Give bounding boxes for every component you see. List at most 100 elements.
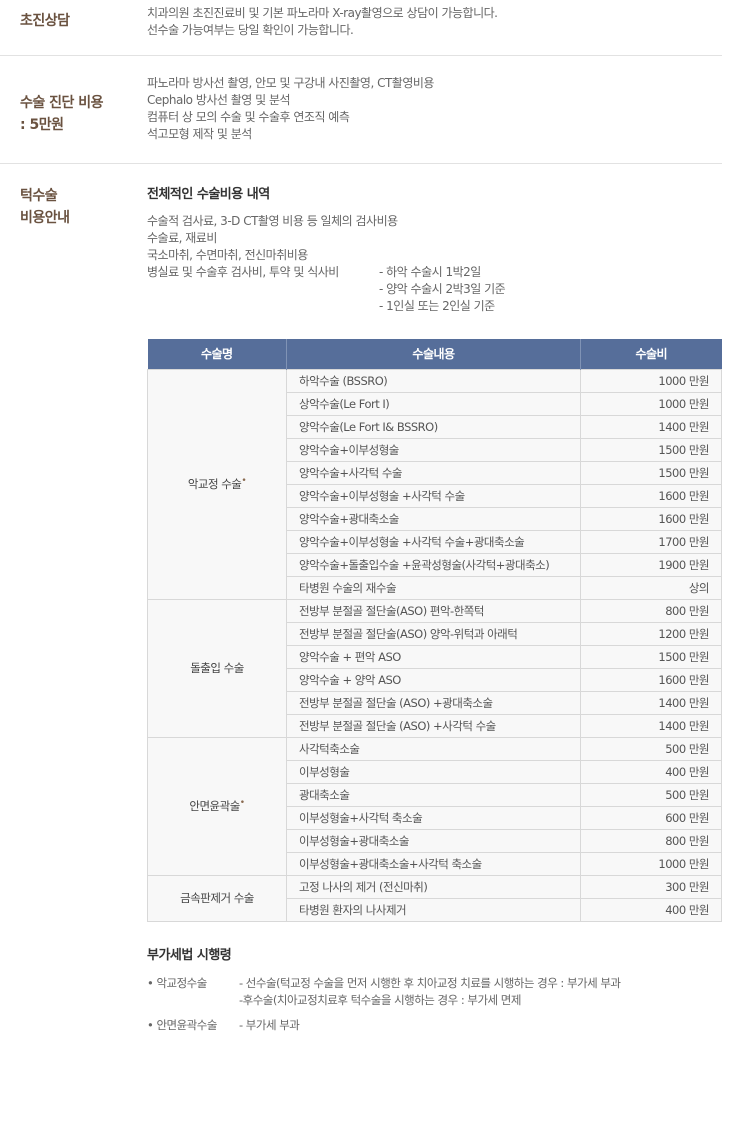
- cost-note: - 양악 수술시 2박3일 기준: [379, 282, 506, 296]
- surgery-price: 500 만원: [580, 736, 722, 761]
- group-name: 안면윤곽술•: [147, 736, 287, 876]
- surgery-detail: 양악수술+이부성형술 +사각턱 수술: [286, 483, 581, 508]
- surgery-price: 1700 만원: [580, 529, 722, 554]
- surgery-detail: 이부성형술+광대축소술: [286, 828, 581, 853]
- table-row: 악교정 수술• 하악수술 (BSSRO) 1000 만원: [147, 368, 722, 600]
- surgery-detail: 양악수술+이부성형술: [286, 437, 581, 462]
- table-row: 타병원 수술의 재수술 상의: [148, 575, 722, 600]
- surgery-price: 1400 만원: [580, 713, 722, 738]
- surgery-detail: 하악수술 (BSSRO): [286, 368, 581, 393]
- group-name: 돌출입 수술: [147, 598, 287, 738]
- surgery-price: 1600 만원: [580, 483, 722, 508]
- table-row: 양악수술+이부성형술 +사각턱 수술+광대축소술 1700 만원: [148, 529, 722, 554]
- table-row: 전방부 분절골 절단술(ASO) 양악-위턱과 아래턱 1200 만원: [148, 621, 722, 646]
- surgery-detail: 타병원 수술의 재수술: [286, 575, 581, 600]
- table-row: 돌출입 수술 전방부 분절골 절단술(ASO) 편악-한쪽턱 800 만원: [147, 598, 722, 738]
- group-name-text: 악교정 수술: [187, 477, 242, 491]
- vat-item-value: - 선수술(턱교정 수술을 먼저 시행한 후 치아교정 치료를 시행하는 경우 …: [239, 976, 621, 990]
- cost-line: 병실료 및 수술후 검사비, 투약 및 식사비: [147, 265, 339, 279]
- surgery-detail: 전방부 분절골 절단술(ASO) 양악-위턱과 아래턱: [286, 621, 581, 646]
- surgery-price: 800 만원: [580, 828, 722, 853]
- group-name-text: 안면윤곽술: [189, 799, 240, 813]
- header-surgery-detail: 수술내용: [286, 339, 581, 369]
- cost-label: 턱수술: [20, 188, 58, 204]
- header-surgery-price: 수술비: [580, 339, 722, 369]
- group-name: 악교정 수술•: [147, 368, 287, 600]
- surgery-price: 1600 만원: [580, 667, 722, 692]
- table-row: 양악수술+광대축소술 1600 만원: [148, 506, 722, 531]
- surgery-price: 1000 만원: [580, 368, 722, 393]
- surgery-detail: 양악수술 + 양악 ASO: [286, 667, 581, 692]
- cost-line: 수술료, 재료비: [147, 231, 217, 245]
- surgery-detail: 전방부 분절골 절단술 (ASO) +광대축소술: [286, 690, 581, 715]
- table-row: 양악수술+사각턱 수술 1500 만원: [148, 460, 722, 485]
- surgery-price: 1900 만원: [580, 552, 722, 577]
- diagnosis-line: 파노라마 방사선 촬영, 안모 및 구강내 사진촬영, CT촬영비용: [147, 76, 434, 90]
- surgery-price: 1500 만원: [580, 644, 722, 669]
- group-name-text: 돌출입 수술: [190, 661, 244, 675]
- surgery-price: 1000 만원: [580, 391, 722, 416]
- cost-subtitle: 전체적인 수술비용 내역: [147, 187, 270, 202]
- table-row: 양악수술+이부성형술 +사각턱 수술 1600 만원: [148, 483, 722, 508]
- consult-line: 선수술 가능여부는 당일 확인이 가능합니다.: [147, 23, 354, 37]
- surgery-price: 400 만원: [580, 897, 722, 922]
- cost-note: - 1인실 또는 2인실 기준: [379, 299, 495, 313]
- consult-line: 치과의원 초진진료비 및 기본 파노라마 X-ray촬영으로 상담이 가능합니다…: [147, 6, 498, 20]
- consult-section: 초진상담 치과의원 초진진료비 및 기본 파노라마 X-ray촬영으로 상담이 …: [0, 0, 722, 56]
- diagnosis-line: Cephalo 방사선 촬영 및 분석: [147, 93, 291, 107]
- table-row: 전방부 분절골 절단술 (ASO) +사각턱 수술 1400 만원: [148, 713, 722, 738]
- vat-item-value: - 부가세 부과: [239, 1018, 300, 1032]
- surgery-price: 600 만원: [580, 805, 722, 830]
- table-row: 양악수술(Le Fort Ⅰ& BSSRO) 1400 만원: [148, 414, 722, 439]
- table-row: 양악수술+돌출입수술 +윤곽성형술(사각턱+광대축소) 1900 만원: [148, 552, 722, 577]
- diagnosis-label: 수술 진단 비용: [20, 95, 104, 111]
- surgery-detail: 고정 나사의 제거 (전신마취): [286, 874, 581, 899]
- surgery-detail: 전방부 분절골 절단술(ASO) 편악-한쪽턱: [286, 598, 581, 623]
- surgery-detail: 양악수술 + 편악 ASO: [286, 644, 581, 669]
- consult-label: 초진상담: [20, 13, 70, 29]
- table-row: 양악수술 + 편악 ASO 1500 만원: [148, 644, 722, 669]
- diagnosis-line: 컴퓨터 상 모의 수술 및 수술후 연조직 예측: [147, 110, 350, 124]
- table-row: 이부성형술 400 만원: [148, 759, 722, 784]
- table-row: 타병원 환자의 나사제거 400 만원: [148, 897, 722, 922]
- surgery-detail: 양악수술(Le Fort Ⅰ& BSSRO): [286, 414, 581, 439]
- surgery-price: 400 만원: [580, 759, 722, 784]
- surgery-price: 상의: [580, 575, 722, 600]
- surgery-price: 500 만원: [580, 782, 722, 807]
- surgery-detail: 양악수술+사각턱 수술: [286, 460, 581, 485]
- group-name: 금속판제거 수술: [147, 874, 287, 922]
- vat-section: 부가세법 시행령 • 악교정수술 - 선수술(턱교정 수술을 먼저 시행한 후 치…: [147, 944, 727, 1042]
- surgery-detail: 양악수술+돌출입수술 +윤곽성형술(사각턱+광대축소): [286, 552, 581, 577]
- group-name-text: 금속판제거 수술: [180, 891, 254, 905]
- surgery-detail: 전방부 분절골 절단술 (ASO) +사각턱 수술: [286, 713, 581, 738]
- table-row: 안면윤곽술• 사각턱축소술 500 만원: [147, 736, 722, 876]
- vat-item-key: • 안면윤곽수술: [147, 1018, 217, 1032]
- table-row: 금속판제거 수술 고정 나사의 제거 (전신마취) 300 만원: [147, 874, 722, 922]
- diagnosis-price: : 5만원: [20, 117, 64, 133]
- surgery-price: 1500 만원: [580, 460, 722, 485]
- cost-line: 국소마취, 수면마취, 전신마취비용: [147, 248, 308, 262]
- surgery-price: 800 만원: [580, 598, 722, 623]
- surgery-price: 1200 만원: [580, 621, 722, 646]
- table-row: 양악수술 + 양악 ASO 1600 만원: [148, 667, 722, 692]
- surgery-price: 1500 만원: [580, 437, 722, 462]
- surgery-detail: 이부성형술+광대축소술+사각턱 축소술: [286, 851, 581, 876]
- vat-item-value: -후수술(치아교정치료후 턱수술을 시행하는 경우 : 부가세 면제: [239, 993, 521, 1007]
- surgery-price: 1000 만원: [580, 851, 722, 876]
- footnote-mark: •: [239, 798, 245, 808]
- cost-line: 수술적 검사료, 3-D CT촬영 비용 등 일체의 검사비용: [147, 214, 398, 228]
- diagnosis-section: 수술 진단 비용 : 5만원 파노라마 방사선 촬영, 안모 및 구강내 사진촬영…: [0, 56, 722, 164]
- surgery-detail: 사각턱축소술: [286, 736, 581, 761]
- surgery-detail: 양악수술+광대축소술: [286, 506, 581, 531]
- table-row: 이부성형술+광대축소술+사각턱 축소술 1000 만원: [148, 851, 722, 876]
- vat-item-key: • 악교정수술: [147, 976, 207, 990]
- surgery-price: 1400 만원: [580, 690, 722, 715]
- table-row: 이부성형술+광대축소술 800 만원: [148, 828, 722, 853]
- header-surgery-name: 수술명: [147, 339, 287, 369]
- surgery-detail: 양악수술+이부성형술 +사각턱 수술+광대축소술: [286, 529, 581, 554]
- surgery-price: 300 만원: [580, 874, 722, 899]
- cost-note: - 하악 수술시 1박2일: [379, 265, 481, 279]
- vat-title: 부가세법 시행령: [147, 948, 232, 963]
- cost-label-2: 비용안내: [20, 210, 70, 226]
- surgery-price: 1400 만원: [580, 414, 722, 439]
